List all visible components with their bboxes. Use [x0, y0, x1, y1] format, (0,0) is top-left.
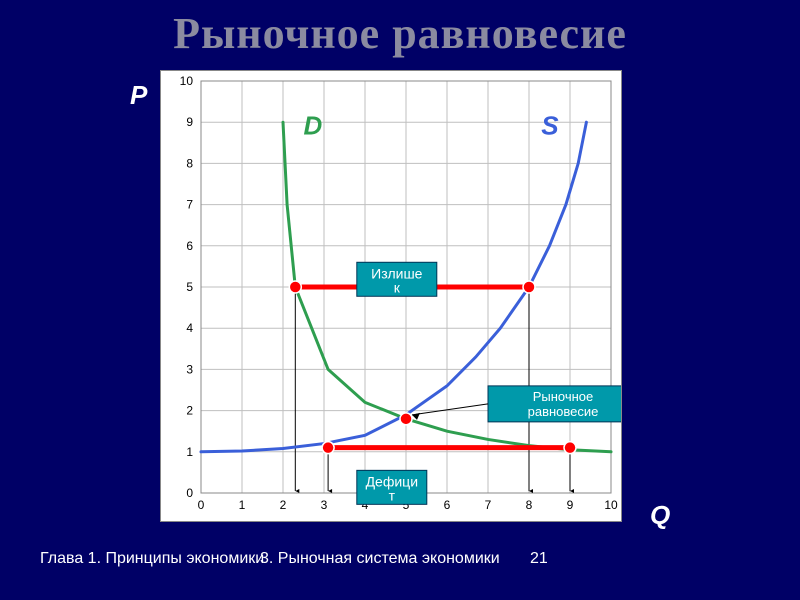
svg-text:6: 6	[186, 239, 193, 253]
svg-text:6: 6	[444, 498, 451, 512]
svg-text:3: 3	[186, 362, 193, 376]
svg-text:2: 2	[186, 404, 193, 418]
svg-text:равновесие: равновесие	[528, 404, 599, 419]
chart-area: 012345678910012345678910DSИзлишекДефицит…	[160, 70, 622, 522]
footer-chapter: Глава 1. Принципы экономики	[40, 550, 264, 568]
svg-text:8: 8	[526, 498, 533, 512]
chart-svg: 012345678910012345678910DSИзлишекДефицит…	[161, 71, 621, 521]
svg-text:9: 9	[567, 498, 574, 512]
svg-text:5: 5	[186, 280, 193, 294]
svg-text:4: 4	[186, 321, 193, 335]
svg-text:S: S	[541, 111, 559, 141]
footer-section: 3. Рыночная система экономики	[260, 550, 500, 568]
svg-text:7: 7	[485, 498, 492, 512]
footer-page: 21	[530, 550, 548, 568]
svg-text:7: 7	[186, 198, 193, 212]
svg-text:3: 3	[321, 498, 328, 512]
svg-text:Рыночное: Рыночное	[533, 389, 594, 404]
svg-text:к: к	[394, 279, 401, 295]
svg-text:10: 10	[604, 498, 618, 512]
svg-text:1: 1	[239, 498, 246, 512]
svg-text:10: 10	[180, 74, 194, 88]
svg-text:0: 0	[186, 486, 193, 500]
svg-text:0: 0	[198, 498, 205, 512]
svg-text:9: 9	[186, 115, 193, 129]
page-title: Рыночное равновесие	[0, 0, 800, 59]
svg-text:D: D	[304, 111, 323, 141]
axis-label-p: P	[130, 80, 147, 111]
axis-label-q: Q	[650, 500, 670, 531]
svg-text:1: 1	[186, 445, 193, 459]
svg-text:т: т	[389, 487, 396, 503]
svg-text:2: 2	[280, 498, 287, 512]
svg-text:8: 8	[186, 156, 193, 170]
